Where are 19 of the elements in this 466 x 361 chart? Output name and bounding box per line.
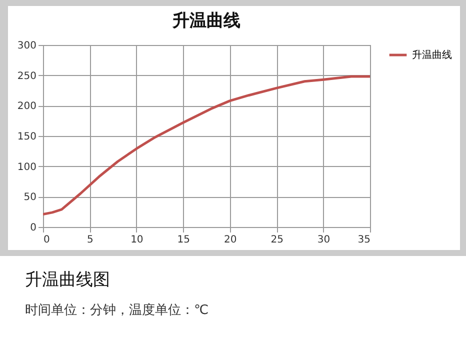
y-tick-label: 150 xyxy=(17,132,36,142)
y-tick-label: 50 xyxy=(24,192,36,204)
x-tick-label: 20 xyxy=(224,234,237,246)
y-tick-label: 0 xyxy=(30,222,36,234)
legend-label: 升温曲线 xyxy=(412,49,452,61)
y-tick-label: 100 xyxy=(17,162,36,173)
x-tick-label: 0 xyxy=(44,234,50,246)
y-tick-label: 250 xyxy=(17,70,36,82)
x-tick-label: 25 xyxy=(270,234,284,246)
x-tick-label: 5 xyxy=(87,234,94,246)
x-tick-label: 30 xyxy=(317,234,330,246)
y-tick-label: 300 xyxy=(17,40,36,52)
text: 升温曲线图 xyxy=(25,269,111,291)
x-tick-label: 10 xyxy=(130,234,144,246)
text: 时间单位：分钟，温度单位：℃ xyxy=(25,302,210,319)
x-tick-label: 15 xyxy=(177,234,190,246)
y-tick-label: 200 xyxy=(17,101,36,112)
x-tick-label: 35 xyxy=(358,234,370,246)
chart-title: 升温曲线 xyxy=(172,11,240,31)
